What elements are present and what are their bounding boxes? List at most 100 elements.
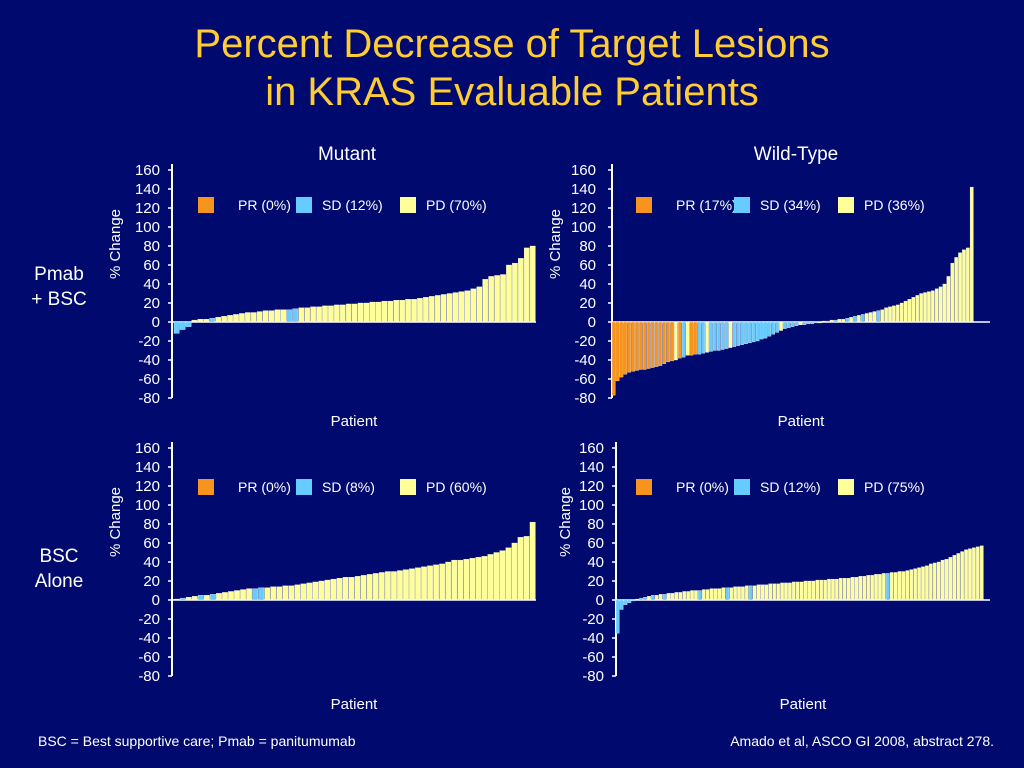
y-tick-label: -80: [138, 668, 160, 685]
bar: [787, 321, 791, 328]
bar: [280, 309, 287, 323]
y-tick-label: 80: [587, 516, 604, 533]
legend-label: SD (12%): [322, 197, 383, 213]
bar: [250, 312, 257, 323]
bar: [841, 318, 846, 323]
bar: [623, 599, 628, 605]
bar: [960, 551, 964, 601]
y-tick-label: 40: [579, 276, 596, 293]
bar: [204, 595, 210, 601]
y-tick-label: -60: [582, 649, 604, 666]
y-tick-label: 160: [135, 440, 160, 457]
bar: [788, 582, 792, 601]
bar: [759, 321, 764, 340]
bar: [440, 294, 447, 323]
bar: [286, 309, 293, 323]
bar: [322, 305, 328, 323]
column-header-wild-type: Wild-Type: [753, 144, 839, 165]
bar: [942, 283, 947, 323]
bar: [191, 319, 198, 323]
bar: [381, 300, 388, 323]
bar: [611, 321, 616, 396]
bar: [328, 305, 334, 323]
bar: [360, 575, 367, 601]
bar: [842, 578, 847, 601]
bar: [517, 537, 524, 601]
bar: [405, 299, 411, 323]
bar: [264, 587, 271, 601]
bar: [901, 571, 906, 601]
bar: [768, 583, 773, 601]
y-tick-label: 140: [571, 181, 596, 198]
y-tick-label: -20: [582, 611, 604, 628]
bar: [968, 548, 972, 601]
bar: [806, 321, 811, 325]
bar: [258, 587, 265, 601]
bar: [825, 320, 830, 323]
bar: [210, 594, 216, 601]
bar: [720, 321, 725, 350]
bar: [658, 321, 663, 366]
bar: [245, 312, 251, 323]
y-tick-label: 120: [579, 478, 604, 495]
bar: [452, 292, 459, 323]
bar: [523, 247, 530, 323]
y-tick-label: 80: [143, 516, 160, 533]
y-tick-label: -20: [138, 333, 160, 350]
bar: [270, 586, 277, 601]
bar: [822, 320, 826, 323]
bar: [946, 276, 951, 323]
column-header-mutant: Mutant: [317, 144, 377, 165]
bar: [701, 321, 705, 354]
bar: [464, 290, 471, 323]
bar: [979, 545, 984, 601]
bar: [818, 321, 822, 324]
bar: [790, 321, 795, 327]
bar: [493, 552, 500, 601]
bar: [439, 563, 446, 601]
bar: [802, 321, 807, 325]
bar: [925, 565, 929, 601]
legend-label: SD (12%): [760, 479, 821, 495]
bar: [878, 574, 882, 601]
bar: [357, 302, 364, 323]
bar: [697, 321, 702, 355]
title-line-2: in KRAS Evaluable Patients: [265, 70, 759, 114]
bar: [643, 597, 647, 601]
y-tick-label: 60: [143, 535, 160, 552]
bar: [932, 562, 937, 601]
bar: [336, 578, 343, 601]
slide-title: Percent Decrease of Target Lesions in KR…: [0, 20, 1024, 116]
bar: [905, 570, 910, 601]
legend-swatch: [296, 197, 312, 213]
bar: [705, 321, 709, 353]
bar: [724, 321, 729, 349]
row-header-line: Pmab: [34, 264, 84, 285]
bar: [694, 590, 698, 601]
bar: [745, 585, 749, 601]
bar: [650, 321, 655, 368]
bar: [835, 578, 839, 601]
bar: [772, 583, 777, 601]
x-axis-title: Patient: [780, 696, 828, 713]
bar: [685, 321, 690, 356]
bar: [623, 321, 628, 375]
y-tick-label: -40: [138, 352, 160, 369]
bar: [896, 304, 900, 323]
bar: [375, 301, 382, 323]
bar: [369, 301, 376, 323]
bar: [475, 557, 482, 601]
y-tick-label: -60: [574, 371, 596, 388]
bar: [391, 571, 397, 601]
bar: [923, 292, 927, 323]
y-tick-label: 40: [143, 554, 160, 571]
title-line-1: Percent Decrease of Target Lesions: [194, 22, 830, 66]
bar: [954, 257, 958, 323]
bar: [799, 581, 804, 601]
bar: [733, 586, 737, 601]
bar: [874, 574, 878, 601]
bar: [651, 595, 655, 601]
bar: [670, 321, 674, 362]
bar: [451, 559, 458, 601]
y-tick-label: 0: [596, 592, 604, 609]
